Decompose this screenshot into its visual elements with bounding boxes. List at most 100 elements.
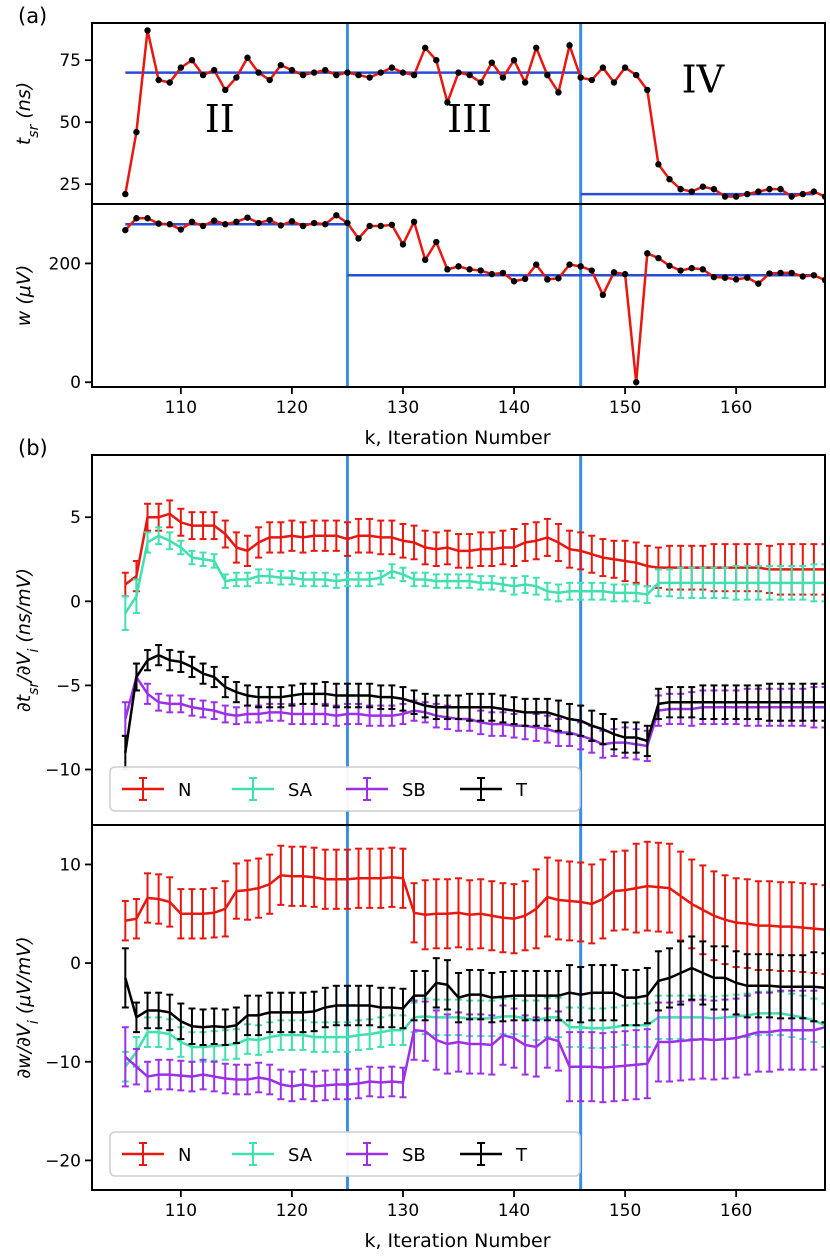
y-label-main: ∂t <box>13 693 35 712</box>
chart-w: 0 200 110 120 130 140 150 160 k, Iteration Numbe… <box>13 203 826 449</box>
data-point <box>566 261 573 268</box>
data-point <box>177 64 185 71</box>
y-label-unit: (ns) <box>13 82 35 125</box>
data-point <box>710 273 718 281</box>
data-point <box>488 59 496 66</box>
y-tick-label: 75 <box>59 51 81 71</box>
data-point <box>222 221 229 228</box>
data-point <box>144 215 151 222</box>
panel-label: (b) <box>18 436 48 460</box>
data-point <box>688 264 695 272</box>
data-point <box>433 238 440 246</box>
data-point <box>555 275 562 282</box>
data-point <box>210 66 218 74</box>
data-point <box>644 86 651 94</box>
data-point <box>732 193 740 200</box>
y-axis-label: ∂tsr/∂Vi (ns/mV) <box>13 568 42 712</box>
data-point <box>477 79 484 86</box>
data-point <box>533 44 540 51</box>
legend-label: N <box>178 1145 191 1166</box>
data-point <box>655 254 662 262</box>
data-point <box>188 218 196 226</box>
series-T <box>121 644 825 771</box>
y-label-unit: (μV) <box>13 265 35 311</box>
data-point <box>510 278 518 285</box>
data-point <box>577 74 584 81</box>
legend-box <box>109 1131 581 1177</box>
legend: N SA SB T <box>109 766 581 812</box>
y-tick-label: 0 <box>70 373 81 393</box>
y-tick-label: 5 <box>70 508 81 528</box>
data-point <box>744 190 751 198</box>
x-tick-label: 160 <box>720 398 752 418</box>
data-point <box>610 79 618 86</box>
data-point <box>333 212 340 219</box>
data-point <box>577 263 584 270</box>
data-point <box>621 270 629 278</box>
x-tick-label: 120 <box>276 1201 308 1221</box>
x-tick-label: 140 <box>498 398 530 418</box>
data-point <box>322 221 329 228</box>
data-point <box>288 66 296 74</box>
data-point <box>188 56 196 64</box>
y-axis-label: tsr (ns) <box>13 82 42 145</box>
data-point <box>410 218 418 226</box>
y-tick-label: −10 <box>45 761 81 781</box>
data-point <box>466 266 473 273</box>
data-point <box>521 275 529 283</box>
data-point <box>732 276 740 283</box>
data-point <box>122 190 129 198</box>
x-tick-label: 120 <box>276 398 308 418</box>
data-line <box>124 213 825 383</box>
data-point <box>277 61 285 69</box>
data-point <box>399 241 407 248</box>
region-label: IV <box>682 57 725 101</box>
chart-dw: −20 −10 0 10 110 120 130 140 150 160 k, Iteration … <box>13 824 826 1252</box>
data-point <box>810 188 818 195</box>
y-label-sub: sr <box>26 681 42 695</box>
data-point <box>777 185 784 193</box>
legend: N SA SB T <box>109 1131 581 1177</box>
y-tick-label: −10 <box>45 1053 81 1073</box>
data-point <box>710 185 718 193</box>
data-point <box>255 69 262 76</box>
legend-label: T <box>515 1145 528 1166</box>
data-point <box>344 219 351 227</box>
data-point <box>521 79 529 86</box>
legend-label: SB <box>402 1145 426 1166</box>
data-point <box>144 27 151 34</box>
data-point <box>377 222 384 230</box>
data-point <box>255 219 262 227</box>
data-point <box>310 219 318 227</box>
data-point <box>766 185 773 193</box>
data-point <box>388 221 396 228</box>
data-point <box>299 71 307 79</box>
region-label: II <box>205 97 235 141</box>
x-tick-label: 150 <box>609 1201 641 1221</box>
y-label-sub: i <box>26 1020 42 1024</box>
legend-box <box>109 766 581 812</box>
data-point <box>721 274 729 281</box>
data-point <box>499 269 507 277</box>
data-point <box>388 64 396 71</box>
data-point <box>333 71 340 79</box>
data-point <box>499 74 507 81</box>
data-point <box>266 216 273 224</box>
data-point <box>688 188 695 195</box>
data-point <box>544 276 551 283</box>
y-axis-label: ∂w/∂Vi (μV/mV) <box>13 936 42 1078</box>
data-point <box>355 235 362 242</box>
data-point <box>677 267 684 274</box>
data-point <box>477 267 484 274</box>
data-point <box>632 71 640 79</box>
data-point <box>666 262 673 269</box>
data-point <box>588 267 595 274</box>
data-point <box>444 99 451 106</box>
legend-label: SA <box>288 780 313 801</box>
data-point <box>421 256 429 264</box>
series-SA <box>121 526 825 631</box>
legend-label: T <box>515 780 528 801</box>
y-tick-label: −20 <box>45 1151 81 1171</box>
series-line <box>124 1025 825 1088</box>
